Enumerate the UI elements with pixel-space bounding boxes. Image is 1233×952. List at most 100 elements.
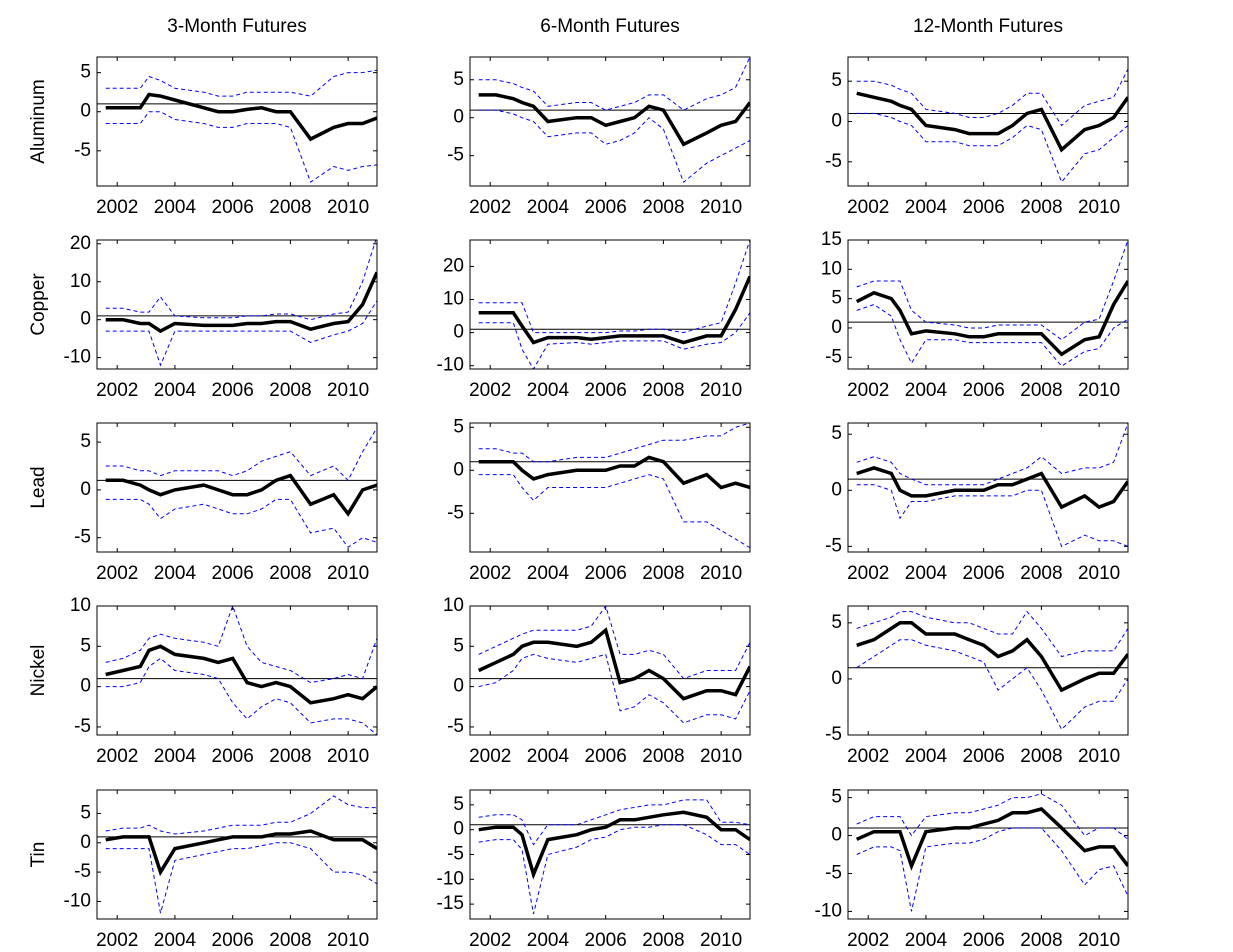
x-tick-label: 2002: [847, 563, 889, 584]
x-tick-label: 2004: [527, 930, 570, 951]
x-tick-label: 2004: [905, 563, 948, 584]
x-tick-label: 2004: [527, 380, 570, 401]
estimate-line: [105, 92, 377, 142]
band-line: [856, 240, 1128, 341]
panel: Tin -10 -5 0 5 2002 2004 2006 2008 2010: [28, 789, 378, 951]
panel: 6-Month Futures -5 0 5 2002 2004 2006 2008 2010: [447, 16, 751, 218]
x-tick-label: 2010: [1078, 380, 1120, 401]
y-tick-label: 0: [453, 676, 464, 697]
x-tick-label: 2008: [642, 930, 684, 951]
x-tick-label: 2010: [327, 380, 369, 401]
y-tick-label: 0: [831, 111, 842, 132]
y-tick-label: 20: [70, 233, 91, 254]
x-tick-label: 2004: [527, 746, 570, 767]
x-tick-label: 2006: [212, 930, 254, 951]
y-tick-label: 5: [80, 431, 91, 452]
band-line: [856, 639, 1128, 731]
x-tick-label: 2002: [469, 930, 511, 951]
y-tick-label: -5: [447, 502, 464, 523]
plot-frame: [469, 56, 751, 187]
plot-frame: [469, 422, 751, 553]
band-line: [478, 57, 750, 111]
estimate-line: [478, 275, 750, 345]
plot-area: [848, 68, 1128, 183]
y-tick-label: -5: [825, 724, 842, 745]
panel: -5 0 5 2002 2004 2006 2008 2010: [447, 416, 751, 584]
x-tick-label: 2002: [469, 746, 511, 767]
y-tick-label: -10: [64, 347, 91, 368]
band-line: [856, 610, 1128, 658]
y-tick-label: 0: [453, 459, 464, 480]
x-tick-label: 2010: [327, 930, 369, 951]
band-line: [856, 303, 1128, 367]
estimate-line: [855, 280, 1128, 357]
y-tick-label: 0: [80, 479, 91, 500]
x-tick-label: 2008: [1020, 930, 1062, 951]
band-line: [478, 824, 750, 915]
x-tick-label: 2008: [642, 380, 684, 401]
x-tick-label: 2006: [212, 197, 254, 218]
y-tick-label: 5: [831, 288, 842, 309]
x-tick-label: 2004: [154, 563, 197, 584]
x-tick-label: 2010: [700, 563, 742, 584]
plot-area: [470, 606, 750, 724]
band-line: [478, 423, 750, 463]
band-line: [856, 423, 1128, 486]
band-line: [105, 240, 377, 321]
y-tick-label: -15: [437, 893, 464, 914]
x-tick-label: 2002: [469, 563, 511, 584]
band-line: [856, 793, 1128, 840]
x-tick-label: 2006: [212, 746, 254, 767]
y-tick-label: 10: [443, 595, 464, 616]
band-line: [105, 606, 377, 684]
x-tick-label: 2002: [469, 380, 511, 401]
band-line: [478, 606, 750, 680]
band-line: [856, 484, 1128, 548]
y-tick-label: 5: [80, 62, 91, 83]
y-tick-label: 0: [831, 825, 842, 846]
panel: Copper -10 0 10 20 2002 2004 2006 2008 2010: [28, 233, 378, 401]
band-line: [105, 427, 377, 482]
x-tick-label: 2002: [847, 197, 889, 218]
y-tick-label: 0: [80, 309, 91, 330]
plot-frame: [96, 789, 378, 920]
plot-area: [97, 795, 377, 914]
plot-frame: [96, 239, 378, 370]
band-line: [856, 112, 1128, 183]
y-tick-label: -5: [74, 527, 91, 548]
y-tick-label: 5: [453, 635, 464, 656]
y-tick-label: -10: [437, 868, 464, 889]
panel: -15 -10 -5 0 5 2002 2004 2006 2008 2010: [437, 789, 751, 951]
plot-area: [848, 610, 1128, 731]
x-tick-label: 2002: [96, 746, 138, 767]
y-tick-label: -5: [447, 716, 464, 737]
y-tick-label: 5: [831, 612, 842, 633]
y-tick-label: -10: [815, 900, 842, 921]
x-tick-label: 2002: [96, 563, 138, 584]
plot-area: [97, 606, 377, 735]
x-tick-label: 2004: [154, 197, 197, 218]
estimate-line: [856, 621, 1128, 693]
x-tick-label: 2006: [212, 380, 254, 401]
y-tick-label: 5: [453, 794, 464, 815]
x-tick-label: 2010: [327, 197, 369, 218]
plot-area: [97, 69, 377, 183]
x-tick-label: 2004: [154, 746, 197, 767]
x-tick-label: 2002: [847, 380, 889, 401]
x-tick-label: 2004: [154, 380, 197, 401]
x-tick-label: 2006: [585, 746, 627, 767]
plot-frame: [96, 605, 378, 736]
x-tick-label: 2006: [963, 930, 1005, 951]
y-tick-label: -5: [74, 140, 91, 161]
y-tick-label: -5: [447, 145, 464, 166]
band-line: [105, 498, 377, 548]
plot-frame: [96, 422, 378, 553]
y-tick-label: -5: [74, 861, 91, 882]
x-tick-label: 2010: [1078, 197, 1120, 218]
panel: -5 0 5 2002 2004 2006 2008 2010: [825, 422, 1129, 584]
x-tick-label: 2010: [1078, 563, 1120, 584]
y-tick-label: 0: [831, 668, 842, 689]
x-tick-label: 2004: [154, 930, 197, 951]
y-tick-label: -5: [447, 844, 464, 865]
